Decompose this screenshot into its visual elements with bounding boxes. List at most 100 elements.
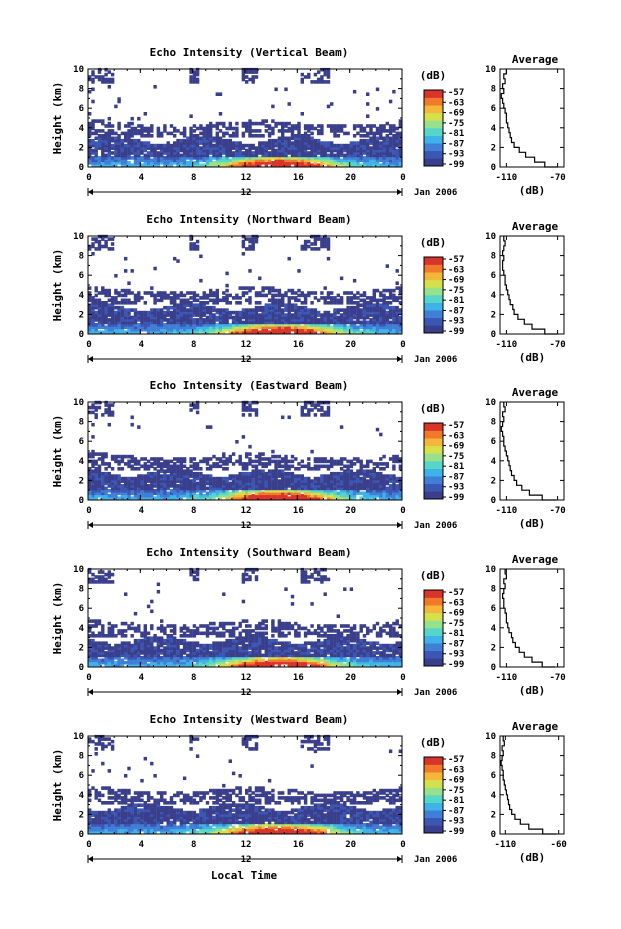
y-tick-label: 2 [79,143,84,153]
heatmap-cells [88,67,403,167]
colorbar-tick-label: -57 [448,588,464,598]
y-axis-label: Height (km) [51,749,64,822]
y-tick-label: 4 [79,124,85,134]
date-day-label: 12 [241,355,252,365]
profile-x-label: (dB) [519,851,546,864]
x-tick-label: 16 [293,340,304,350]
y-axis-label: Height (km) [51,415,64,488]
profile-y-tick-label: 2 [491,143,496,153]
colorbar-tick-label: -69 [448,276,464,286]
y-tick-label: 10 [73,65,84,75]
date-arrow-left [88,522,93,528]
x-tick-label: 16 [293,173,304,183]
colorbar-tick-label: -99 [448,493,464,503]
colorbar-swatch [424,658,443,667]
colorbar-swatch [424,128,443,136]
profile-y-tick-label: 10 [485,565,496,575]
y-axis-label: Height (km) [51,582,64,655]
colorbar-tick-label: -87 [448,306,464,316]
colorbar-swatch [424,120,443,129]
date-arrow-right [397,356,402,362]
profile-y-tick-label: 10 [485,732,496,742]
colorbar-swatch [424,635,443,644]
panel-2: Echo Intensity (Northward Beam) 0 2 4 6 8 10 He… [51,213,566,365]
colorbar-tick-label: -87 [448,639,464,649]
y-tick-label: 6 [79,771,84,781]
colorbar-swatch [424,597,443,606]
panel-title: Echo Intensity (Northward Beam) [146,213,351,226]
colorbar-tick-label: -69 [448,442,464,452]
colorbar-tick-label: -93 [448,650,464,660]
profile-title: Average [512,53,559,66]
heatmap-cells [88,567,403,667]
colorbar-tick-label: -69 [448,776,464,786]
colorbar-swatch [424,105,443,114]
y-tick-label: 4 [79,457,85,467]
y-tick-label: 2 [79,810,84,820]
x-tick-label: 16 [293,673,304,683]
colorbar-swatch [424,461,443,469]
date-arrow-left [88,689,93,695]
x-tick-label: 4 [139,506,145,516]
profile-title: Average [512,386,559,399]
x-tick-label: 0 [86,840,91,850]
y-tick-label: 0 [79,830,84,840]
colorbar-swatch [424,483,443,492]
colorbar-frame [423,589,444,667]
profile-line [500,69,558,168]
profile-line [500,736,557,835]
panel-5: Echo Intensity (Westward Beam) 0 2 4 6 8 10 Hei… [51,713,567,865]
profile-y-tick-label: 6 [491,104,496,114]
profile-title: Average [512,553,559,566]
panel-title: Echo Intensity (Westward Beam) [150,713,349,726]
colorbar-swatch [424,302,443,311]
profile-title: Average [512,220,559,233]
colorbar-swatch [424,795,443,803]
x-tick-label: 0 [86,506,91,516]
heatmap-cells [88,234,403,334]
colorbar-swatch [424,643,443,652]
y-tick-label: 0 [79,330,84,340]
profile-y-tick-label: 4 [491,291,497,301]
y-tick-label: 8 [79,418,84,428]
colorbar-tick-label: -99 [448,827,464,837]
x-tick-label: 16 [293,840,304,850]
colorbar-tick-label: -63 [448,765,464,775]
x-tick-label: 12 [241,840,252,850]
x-tick-label: 8 [191,840,196,850]
profile-x-tick-label: -110 [496,506,518,516]
profile-y-tick-label: 6 [491,771,496,781]
y-tick-label: 10 [73,565,84,575]
colorbar-unit: (dB) [420,69,447,82]
profile-y-tick-label: 6 [491,437,496,447]
colorbar-tick-label: -75 [448,452,464,462]
colorbar-swatch [424,817,443,826]
heatmap-cells [88,400,403,500]
colorbar-unit: (dB) [420,569,447,582]
colorbar-swatch [424,590,443,598]
colorbar-frame [423,422,444,500]
y-tick-label: 10 [73,732,84,742]
colorbar-swatch [424,757,443,765]
y-tick-label: 4 [79,291,85,301]
profile-line [502,569,555,668]
colorbar-tick-label: -93 [448,817,464,827]
date-month-label: Jan 2006 [414,355,457,365]
profile-y-tick-label: 10 [485,65,496,75]
x-tick-label: 20 [345,506,356,516]
colorbar-swatch [424,787,443,796]
date-day-label: 12 [241,855,252,865]
y-tick-label: 4 [79,624,85,634]
y-tick-label: 8 [79,752,84,762]
x-tick-label: 20 [345,340,356,350]
colorbar-tick-label: -63 [448,265,464,275]
profile-frame [499,68,565,168]
colorbar-tick-label: -63 [448,431,464,441]
x-tick-label: 4 [139,340,145,350]
colorbar-tick-label: -81 [448,129,464,139]
colorbar-tick-label: -57 [448,255,464,265]
profile-title: Average [512,720,559,733]
colorbar-tick-label: -81 [448,296,464,306]
colorbar-swatch [424,135,443,144]
colorbar-tick-label: -87 [448,139,464,149]
